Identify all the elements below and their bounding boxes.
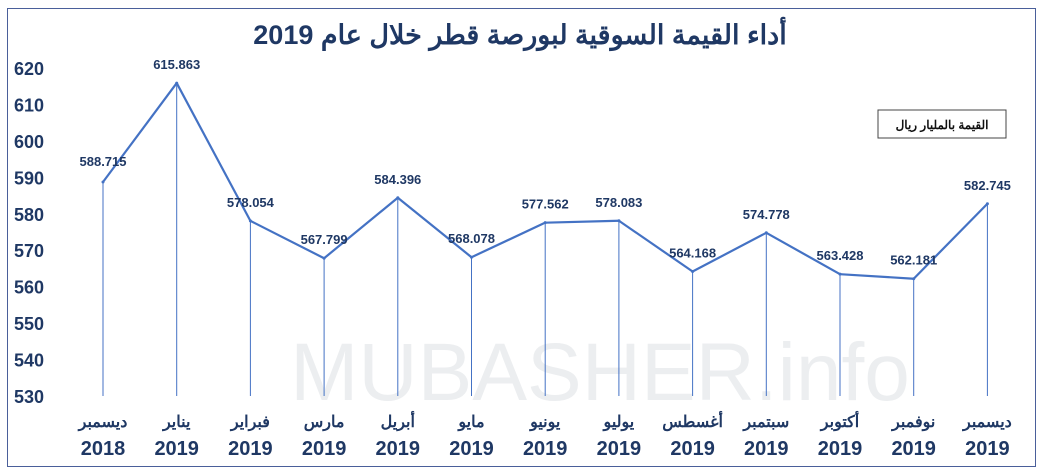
x-tick-month: يوليو [603, 414, 635, 432]
data-point [543, 221, 547, 225]
data-point [617, 219, 621, 223]
line-segment [249, 219, 325, 260]
data-point [691, 269, 695, 273]
chart-frame [7, 8, 1036, 467]
data-label: 577.562 [522, 197, 569, 212]
line-segment [765, 231, 841, 276]
line-segment [618, 219, 694, 273]
x-tick-month: سبتمبر [742, 414, 789, 432]
data-point [248, 219, 252, 223]
x-tick-year: 2019 [449, 438, 494, 460]
legend: القيمة بالمليار ريال [877, 109, 1007, 139]
line-segment [545, 219, 619, 224]
data-label: 582.745 [964, 178, 1011, 193]
data-label: 578.083 [595, 195, 642, 210]
data-point [101, 180, 105, 184]
line-segment [839, 273, 914, 280]
data-point [175, 81, 179, 85]
y-tick-label: 590 [14, 168, 44, 188]
x-tick-year: 2019 [597, 438, 642, 460]
x-tick-month: أكتوبر [820, 410, 859, 432]
data-point [322, 256, 326, 260]
line-segment [471, 221, 546, 259]
x-tick-year: 2019 [523, 438, 568, 460]
y-tick-label: 560 [14, 278, 44, 298]
x-tick-year: 2019 [154, 438, 199, 460]
y-tick-label: 530 [14, 387, 44, 407]
x-tick-year: 2019 [228, 438, 273, 460]
data-label: 584.396 [374, 172, 421, 187]
x-tick-year: 2019 [891, 438, 936, 460]
x-tick-year: 2019 [376, 438, 421, 460]
line-segment [323, 196, 399, 260]
x-tick-month: فبراير [230, 414, 270, 432]
x-tick-year: 2018 [81, 438, 126, 460]
legend-label: القيمة بالمليار ريال [896, 118, 989, 133]
x-tick-year: 2019 [302, 438, 347, 460]
data-point [764, 231, 768, 235]
y-tick-label: 600 [14, 132, 44, 152]
data-point [470, 255, 473, 259]
y-tick-label: 570 [14, 241, 44, 261]
data-label: 615.863 [153, 57, 200, 72]
x-tick-year: 2019 [965, 438, 1010, 460]
x-tick-year: 2019 [670, 438, 715, 460]
chart-title: أداء القيمة السوقية لبورصة قطر خلال عام … [253, 17, 786, 52]
data-point [912, 277, 916, 281]
data-label: 574.778 [743, 207, 790, 222]
x-tick-year: 2019 [818, 438, 863, 460]
y-tick-label: 620 [14, 59, 44, 79]
data-label: 588.715 [80, 154, 127, 169]
x-tick-month: يونيو [529, 414, 561, 432]
data-point [985, 202, 989, 206]
y-tick-label: 540 [14, 351, 44, 371]
line-segment [912, 203, 989, 280]
x-tick-month: نوفمبر [891, 414, 935, 432]
x-tick-month: يناير [162, 414, 191, 432]
data-label: 563.428 [817, 248, 864, 263]
data-label: 567.799 [301, 232, 348, 247]
x-tick-year: 2019 [744, 438, 789, 460]
data-label: 564.168 [669, 245, 716, 260]
line-segment [397, 196, 473, 259]
line-segment [102, 82, 178, 183]
y-tick-label: 550 [14, 314, 44, 334]
x-tick-month: مارس [304, 414, 345, 432]
x-tick-month: أبريل [381, 410, 415, 432]
data-point [396, 196, 400, 200]
line-segment [692, 231, 767, 273]
data-point [838, 272, 842, 276]
data-label: 568.078 [448, 231, 495, 246]
y-tick-label: 580 [14, 205, 44, 225]
y-tick-label: 610 [14, 95, 44, 115]
x-tick-month: ديسمبر [962, 414, 1012, 432]
x-tick-month: أغسطس [662, 410, 723, 432]
x-tick-month: مايو [457, 414, 484, 432]
watermark: MUBASHER.info [290, 327, 910, 418]
x-tick-month: ديسمبر [78, 414, 128, 432]
line-segment [175, 82, 252, 222]
data-label: 562.181 [890, 253, 937, 268]
data-label: 578.054 [227, 195, 275, 210]
